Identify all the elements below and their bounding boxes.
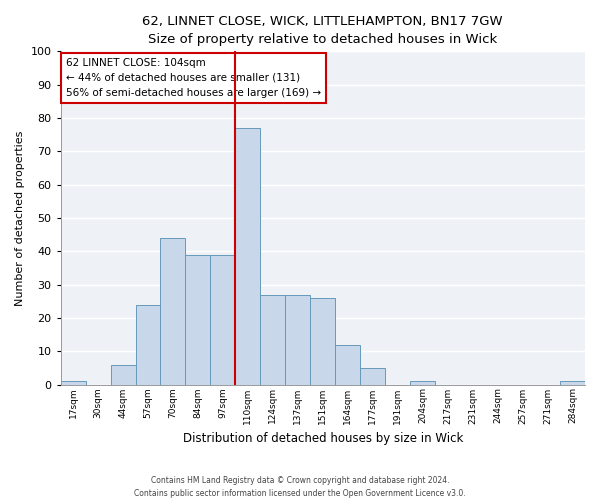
Bar bbox=[235, 128, 260, 384]
Bar bbox=[211, 254, 235, 384]
Bar bbox=[185, 254, 211, 384]
Bar bbox=[136, 304, 160, 384]
Text: Contains HM Land Registry data © Crown copyright and database right 2024.
Contai: Contains HM Land Registry data © Crown c… bbox=[134, 476, 466, 498]
X-axis label: Distribution of detached houses by size in Wick: Distribution of detached houses by size … bbox=[182, 432, 463, 445]
Text: 62 LINNET CLOSE: 104sqm
← 44% of detached houses are smaller (131)
56% of semi-d: 62 LINNET CLOSE: 104sqm ← 44% of detache… bbox=[66, 58, 321, 98]
Bar bbox=[335, 344, 360, 385]
Bar bbox=[160, 238, 185, 384]
Bar bbox=[110, 364, 136, 384]
Bar bbox=[310, 298, 335, 384]
Bar bbox=[286, 294, 310, 384]
Y-axis label: Number of detached properties: Number of detached properties bbox=[15, 130, 25, 306]
Title: 62, LINNET CLOSE, WICK, LITTLEHAMPTON, BN17 7GW
Size of property relative to det: 62, LINNET CLOSE, WICK, LITTLEHAMPTON, B… bbox=[142, 15, 503, 46]
Bar bbox=[410, 381, 435, 384]
Bar bbox=[360, 368, 385, 384]
Bar bbox=[61, 381, 86, 384]
Bar bbox=[260, 294, 286, 384]
Bar bbox=[560, 381, 585, 384]
